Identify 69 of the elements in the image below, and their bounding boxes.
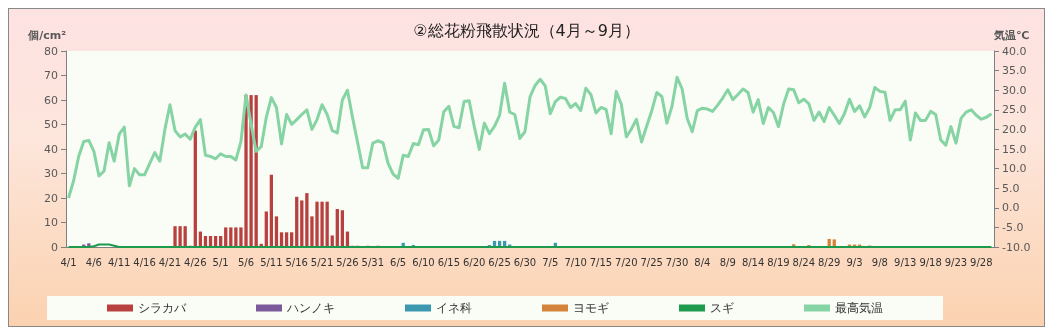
x-tick-label: 6/5 [390, 256, 407, 268]
y2-tick-label: 25.0 [1002, 103, 1027, 117]
x-tick-label: 8/9 [719, 256, 736, 268]
y-tick-label: 0 [51, 240, 58, 254]
legend-label: イネ科 [436, 301, 472, 315]
y-tick-label: 20 [44, 191, 58, 205]
bar [300, 200, 304, 247]
x-tick-label: 4/26 [184, 256, 207, 268]
y-tick-label: 40 [44, 142, 58, 156]
x-tick-label: 9/13 [894, 256, 917, 268]
chart-title: ②総花粉飛散状況（4月～9月） [413, 20, 640, 40]
x-tick-label: 8/4 [694, 256, 711, 268]
y2-tick-label: 40.0 [1002, 44, 1027, 58]
y2-tick-label: 0.0 [1002, 201, 1020, 215]
x-tick-label: 9/23 [944, 256, 968, 268]
x-tick-label: 7/5 [542, 256, 559, 268]
y-axis-title: 個/cm² [27, 29, 67, 42]
x-tick-label: 5/26 [336, 256, 359, 268]
x-tick-label: 5/11 [260, 256, 283, 268]
x-tick-label: 9/8 [871, 256, 888, 268]
x-tick-label: 5/21 [310, 256, 334, 268]
y2-tick-label: 20.0 [1002, 122, 1027, 136]
x-tick-label: 5/1 [212, 256, 229, 268]
y-tick-label: 80 [44, 44, 58, 58]
y2-tick-label: 30.0 [1002, 83, 1027, 97]
x-tick-label: 7/20 [615, 256, 638, 268]
y-tick-label: 60 [44, 93, 58, 107]
x-tick-label: 4/1 [60, 256, 77, 268]
y-tick-label: 70 [44, 69, 58, 82]
bar [264, 211, 268, 247]
x-tick-label: 8/29 [817, 256, 841, 268]
y-tick-label: 50 [44, 118, 58, 131]
line-series [67, 75, 993, 200]
y2-tick-label: 15.0 [1002, 142, 1027, 156]
x-tick-label: 4/16 [133, 256, 156, 268]
y-tick-label: 30 [44, 167, 58, 180]
y2-tick-label: 35.0 [1002, 64, 1027, 78]
x-tick-label: 8/24 [792, 256, 816, 268]
legend-label: シラカバ [138, 301, 187, 315]
x-tick-label: 5/31 [361, 256, 385, 268]
y2-tick-label: -5.0 [1002, 220, 1024, 234]
x-tick-label: 5/16 [285, 256, 308, 268]
x-tick-label: 8/19 [767, 256, 790, 268]
legend-label: スギ [710, 301, 734, 315]
y2-tick-label: 10.0 [1002, 162, 1027, 176]
x-tick-label: 9/28 [970, 256, 993, 268]
x-tick-label: 9/3 [846, 256, 863, 268]
x-tick-label: 4/21 [158, 256, 182, 268]
y2-tick-label: -10.0 [1002, 240, 1031, 254]
y2-tick-label: 5.0 [1002, 181, 1020, 195]
x-tick-label: 8/14 [741, 256, 765, 268]
legend-label: ハンノキ [286, 301, 335, 315]
x-tick-label: 7/25 [640, 256, 663, 268]
y2-axis-title: 気温℃ [993, 29, 1030, 42]
legend-label: ヨモギ [573, 301, 609, 315]
x-tick-label: 6/10 [412, 256, 435, 268]
legend-label: 最高気温 [835, 301, 883, 315]
x-tick-label: 7/10 [564, 256, 587, 268]
y-tick-label: 10 [44, 216, 58, 229]
x-tick-label: 4/11 [108, 256, 131, 268]
x-tick-label: 6/30 [513, 256, 537, 268]
x-tick-label: 9/18 [919, 256, 942, 268]
x-tick-label: 7/30 [665, 256, 689, 268]
x-tick-label: 4/6 [85, 256, 102, 268]
x-tick-label: 7/15 [589, 256, 613, 268]
x-tick-label: 6/20 [462, 256, 486, 268]
x-tick-label: 6/25 [488, 256, 511, 268]
x-tick-label: 5/6 [237, 256, 255, 268]
x-tick-label: 6/15 [437, 256, 461, 268]
